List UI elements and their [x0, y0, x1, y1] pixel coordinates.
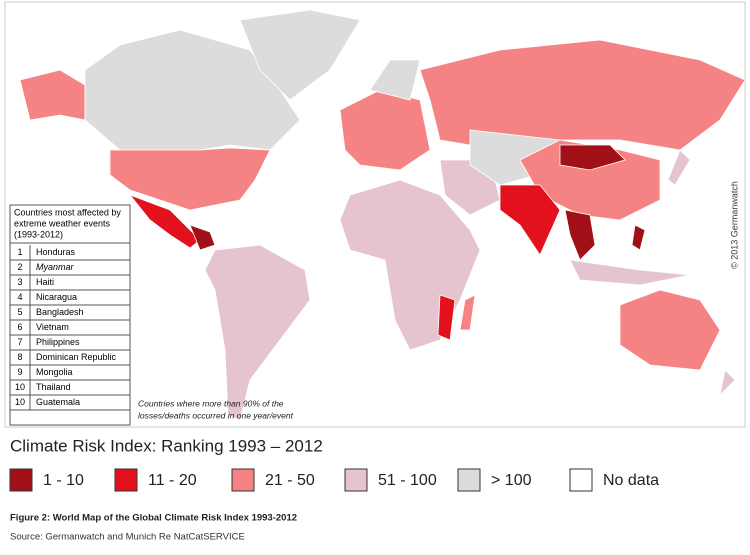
country: Nicaragua [36, 292, 77, 302]
country: Haiti [36, 277, 54, 287]
world-map [19, 9, 746, 421]
caption: Figure 2: World Map of the Global Climat… [10, 513, 297, 524]
scandinavia [369, 59, 421, 101]
legend-title: Climate Risk Index: Ranking 1993 – 2012 [10, 436, 323, 455]
usa [109, 147, 271, 211]
map-note: Countries where more than 90% of the [138, 398, 284, 408]
rank: 9 [17, 367, 22, 377]
legend-swatch [9, 468, 33, 492]
table-header: extreme weather events [14, 218, 111, 228]
rank: 5 [17, 307, 22, 317]
rank: 10 [15, 397, 25, 407]
legend-swatch [114, 468, 138, 492]
rank: 7 [17, 337, 22, 347]
legend-label: 11 - 20 [148, 472, 197, 489]
country: Myanmar [36, 262, 75, 272]
ranking-table: Countries most affected by extreme weath… [9, 204, 131, 426]
country: Philippines [36, 337, 80, 347]
map-note: losses/deaths occurred in one year/event [138, 410, 294, 420]
source: Source: Germanwatch and Munich Re NatCat… [10, 532, 245, 543]
country: Honduras [36, 247, 76, 257]
rank: 2 [17, 262, 22, 272]
legend-label: 51 - 100 [378, 472, 437, 489]
rank: 1 [17, 247, 22, 257]
country: Bangladesh [36, 307, 84, 317]
legend-label: 21 - 50 [265, 472, 315, 489]
rank: 3 [17, 277, 22, 287]
new-zealand [719, 369, 736, 397]
legend-label: > 100 [491, 472, 532, 489]
india [499, 184, 561, 256]
mozambique [437, 294, 456, 341]
country: Guatemala [36, 397, 80, 407]
mongolia [559, 144, 626, 171]
legend-label: No data [603, 472, 659, 489]
rank: 4 [17, 292, 22, 302]
table-header: Countries most affected by [14, 207, 121, 217]
legend-swatch [457, 468, 481, 492]
country: Dominican Republic [36, 352, 117, 362]
greenland [239, 9, 361, 101]
japan [667, 149, 691, 186]
australia [619, 289, 721, 371]
rank: 6 [17, 322, 22, 332]
legend-swatch [344, 468, 368, 492]
rank: 10 [15, 382, 25, 392]
south-america [204, 244, 311, 421]
canada [84, 29, 301, 151]
table-header: (1993-2012) [14, 229, 63, 239]
madagascar [459, 294, 476, 331]
legend-label: 1 - 10 [43, 472, 84, 489]
southeast-asia [564, 209, 596, 261]
legend: 1 - 10 11 - 20 21 - 50 51 - 100 > 100 No data [9, 468, 659, 492]
country: Mongolia [36, 367, 73, 377]
country: Vietnam [36, 322, 69, 332]
mexico [128, 194, 201, 249]
philippines [631, 224, 646, 251]
indonesia [569, 259, 691, 286]
central-america [189, 224, 216, 251]
rank: 8 [17, 352, 22, 362]
legend-swatch [231, 468, 255, 492]
legend-swatch [569, 468, 593, 492]
copyright: © 2013 Germanwatch [729, 181, 739, 269]
country: Thailand [36, 382, 71, 392]
